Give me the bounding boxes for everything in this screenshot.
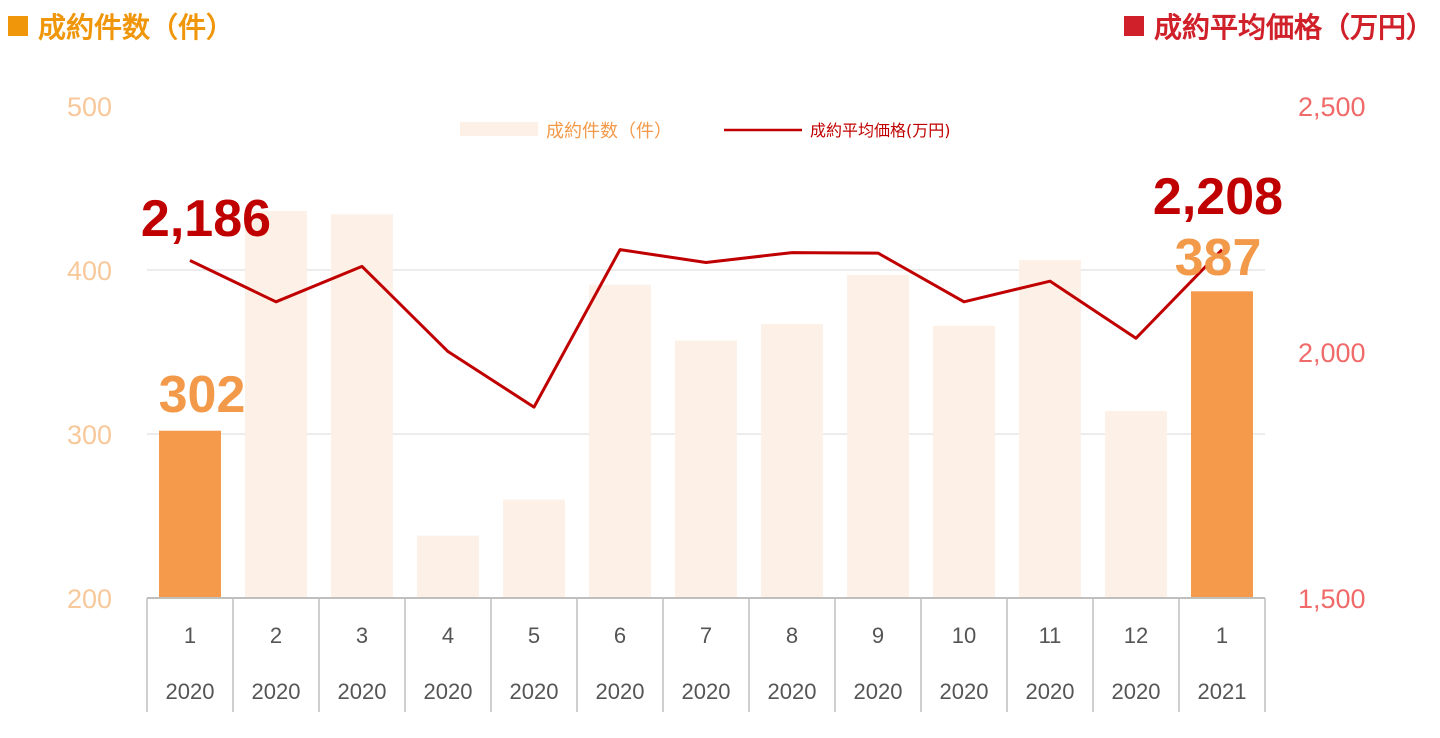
legend-bar-swatch xyxy=(460,122,538,136)
bar-2020-12 xyxy=(1105,411,1167,598)
data-label-bar-first: 302 xyxy=(159,366,246,424)
right-y-axis: 2,500 2,000 1,500 xyxy=(1298,92,1366,614)
left-tick-label: 400 xyxy=(67,256,112,286)
left-y-axis: 500 400 300 200 xyxy=(67,92,112,614)
month-label: 12 xyxy=(1124,623,1148,648)
year-label: 2020 xyxy=(596,679,645,704)
bar-2020-1 xyxy=(159,430,221,598)
right-axis-title: 成約平均価格（万円） xyxy=(1123,6,1434,46)
left-tick-label: 300 xyxy=(67,420,112,450)
legend-line-label: 成約平均価格(万円) xyxy=(810,121,951,140)
legend-bar-label: 成約件数（件） xyxy=(546,121,672,142)
month-label: 2 xyxy=(270,623,282,648)
month-label: 10 xyxy=(952,623,976,648)
price-line xyxy=(189,248,1224,409)
year-label: 2020 xyxy=(1026,679,1075,704)
year-label: 2020 xyxy=(1112,679,1161,704)
bar-2020-10 xyxy=(933,325,995,598)
orange-square-icon xyxy=(8,16,28,36)
data-label-line-last: 2,208 xyxy=(1153,168,1283,226)
year-label: 2020 xyxy=(166,679,215,704)
month-label: 8 xyxy=(786,623,798,648)
line-series xyxy=(189,248,1224,409)
bar-2020-6 xyxy=(589,284,651,598)
right-tick-label: 2,000 xyxy=(1298,338,1366,368)
month-label: 1 xyxy=(1216,623,1228,648)
month-label: 9 xyxy=(872,623,884,648)
month-label: 7 xyxy=(700,623,712,648)
year-label: 2021 xyxy=(1198,679,1247,704)
right-tick-label: 1,500 xyxy=(1298,584,1366,614)
year-label: 2020 xyxy=(940,679,989,704)
year-label: 2020 xyxy=(768,679,817,704)
left-title-text: 成約件数（件） xyxy=(38,11,235,44)
bar-2020-4 xyxy=(417,535,479,598)
right-title-text: 成約平均価格（万円） xyxy=(1153,11,1434,44)
legend: 成約件数（件） 成約平均価格(万円) xyxy=(460,121,951,142)
bar-series xyxy=(159,210,1253,599)
bar-2020-5 xyxy=(503,499,565,598)
year-label: 2020 xyxy=(854,679,903,704)
bar-2020-11 xyxy=(1019,260,1081,598)
left-tick-label: 500 xyxy=(67,92,112,122)
year-label: 2020 xyxy=(424,679,473,704)
bar-2020-8 xyxy=(761,324,823,598)
month-label: 3 xyxy=(356,623,368,648)
right-tick-label: 2,500 xyxy=(1298,92,1366,122)
category-axis: 1 2020 2 2020 3 2020 4 2020 5 2020 6 2020 7 2020 8 2020… xyxy=(146,597,1266,712)
year-label: 2020 xyxy=(682,679,731,704)
left-axis-title: 成約件数（件） xyxy=(8,6,234,46)
bar-2020-3 xyxy=(331,214,393,599)
left-tick-label: 200 xyxy=(67,584,112,614)
bar-2021-1 xyxy=(1191,291,1253,598)
bar-2020-2 xyxy=(245,210,307,598)
month-label: 5 xyxy=(528,623,540,648)
year-label: 2020 xyxy=(252,679,301,704)
bar-2020-9 xyxy=(847,274,909,598)
month-label: 1 xyxy=(184,623,196,648)
red-square-icon xyxy=(1123,16,1144,36)
data-label-line-first: 2,186 xyxy=(141,190,271,248)
bar-2020-7 xyxy=(675,340,737,598)
month-label: 11 xyxy=(1039,623,1062,648)
data-labels: 302 387 2,186 2,208 xyxy=(141,168,1283,424)
month-label: 4 xyxy=(442,623,454,648)
year-label: 2020 xyxy=(510,679,559,704)
data-label-bar-last: 387 xyxy=(1175,229,1262,287)
month-label: 6 xyxy=(614,623,626,648)
year-label: 2020 xyxy=(338,679,387,704)
